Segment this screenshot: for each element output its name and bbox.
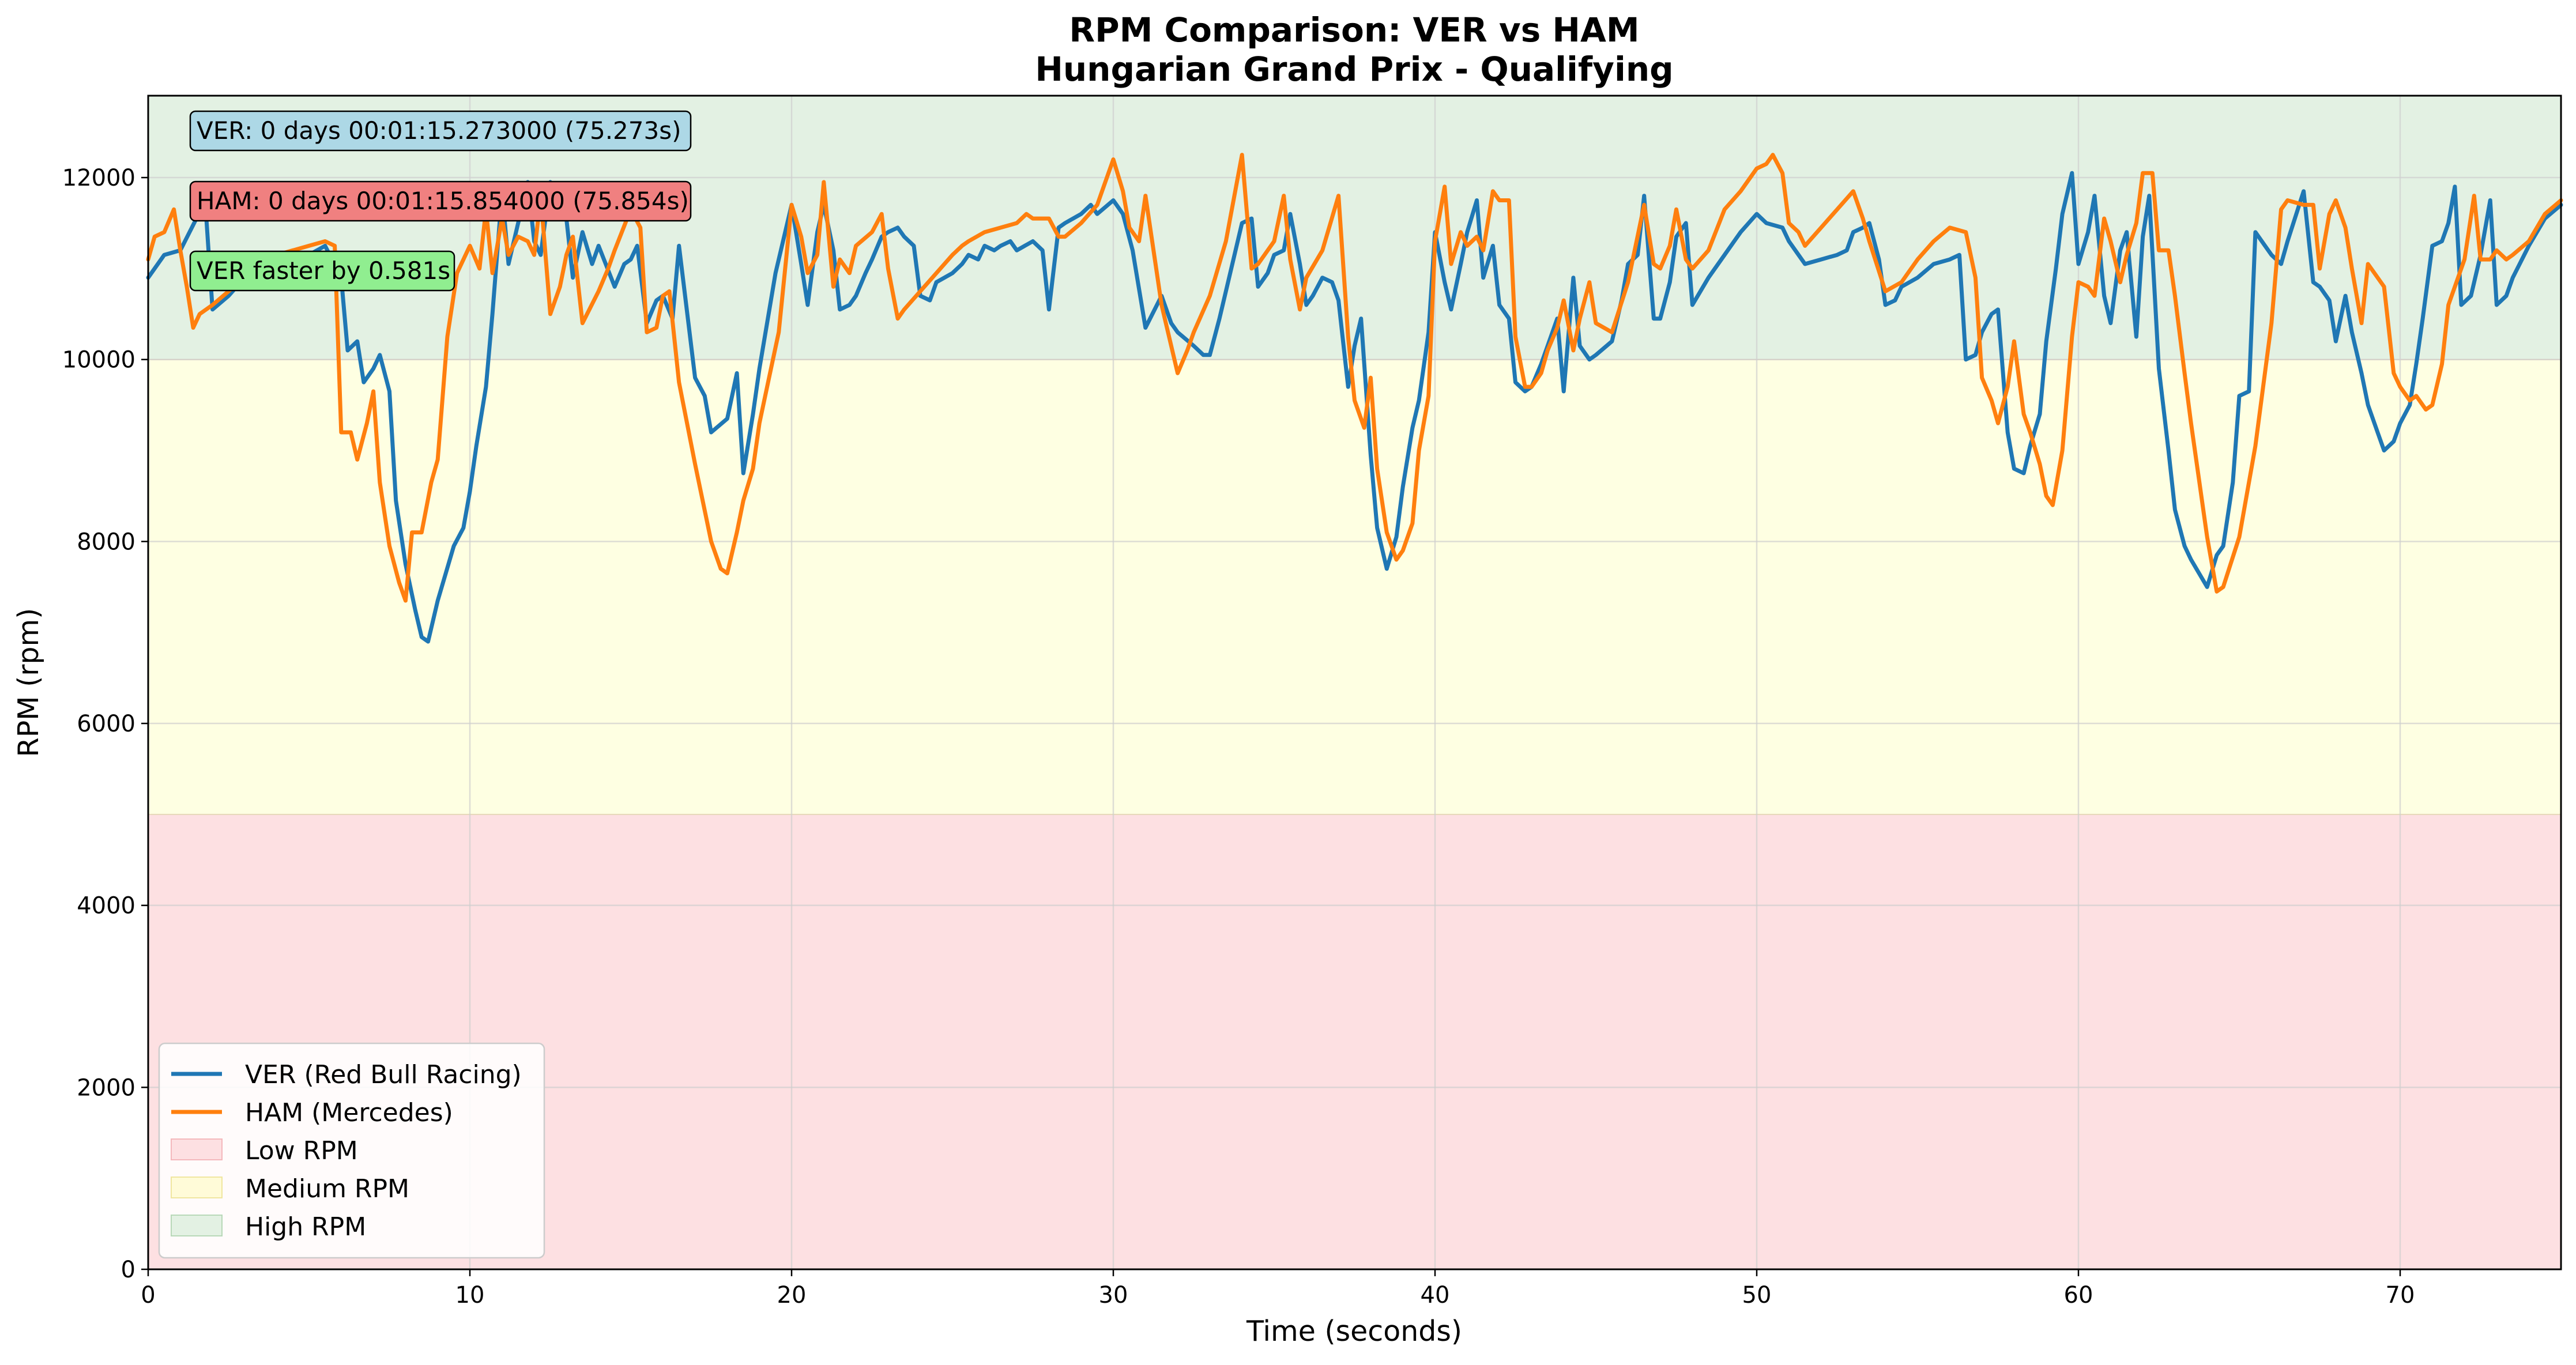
legend-swatch-low-rpm <box>171 1138 223 1160</box>
y-tick-label: 0 <box>121 1257 135 1283</box>
x-axis-label: Time (seconds) <box>1246 1315 1462 1348</box>
legend-swatch-medium-rpm <box>171 1177 223 1198</box>
y-axis-ticks: 0 2000 4000 6000 8000 10000 12000 <box>62 165 148 1283</box>
legend-swatch-high-rpm <box>171 1215 223 1236</box>
ver-rpm-line <box>146 171 2563 644</box>
legend-label-high-rpm: High RPM <box>245 1212 366 1242</box>
y-tick-label: 12000 <box>62 165 135 191</box>
delta-text: VER faster by 0.581s <box>197 257 450 285</box>
x-tick-label: 0 <box>141 1282 155 1309</box>
x-tick-label: 10 <box>455 1282 485 1309</box>
ham-lap-time-box <box>189 180 692 222</box>
band-low-rpm <box>148 814 2561 1269</box>
annotations: VER: 0 days 00:01:15.273000 (75.273s) HA… <box>189 110 692 292</box>
ham-lap-time-text: HAM: 0 days 00:01:15.854000 (75.854s) <box>197 187 689 215</box>
plot-frame <box>147 95 2562 1270</box>
y-tick-label: 6000 <box>77 711 135 737</box>
x-tick-label: 40 <box>1421 1282 1450 1309</box>
y-tick-label: 2000 <box>77 1074 135 1101</box>
ham-rpm-line <box>146 153 2563 603</box>
legend: VER (Red Bull Racing) HAM (Mercedes) Low… <box>158 1042 545 1259</box>
delta-box <box>189 250 455 292</box>
ver-lap-time-text: VER: 0 days 00:01:15.273000 (75.273s) <box>197 116 681 145</box>
legend-label-low-rpm: Low RPM <box>245 1136 358 1166</box>
y-tick-label: 8000 <box>77 529 135 555</box>
chart-title: RPM Comparison: VER vs HAM <box>1069 10 1639 50</box>
legend-label-medium-rpm: Medium RPM <box>245 1174 409 1204</box>
x-tick-label: 70 <box>2386 1282 2415 1309</box>
x-tick-label: 50 <box>1742 1282 1772 1309</box>
chart-subtitle: Hungarian Grand Prix - Qualifying <box>1035 50 1673 89</box>
x-tick-label: 20 <box>777 1282 807 1309</box>
y-axis-label: RPM (rpm) <box>12 608 45 757</box>
y-tick-label: 10000 <box>62 347 135 374</box>
series-lines <box>146 153 2563 644</box>
legend-label-ver: VER (Red Bull Racing) <box>245 1060 522 1089</box>
ver-lap-time-box <box>189 110 692 152</box>
y-tick-label: 4000 <box>77 893 135 919</box>
legend-label-ham: HAM (Mercedes) <box>245 1098 453 1128</box>
x-tick-label: 30 <box>1099 1282 1128 1309</box>
band-medium-rpm <box>148 359 2561 815</box>
legend-frame <box>158 1042 545 1259</box>
x-axis-ticks: 0 10 20 30 40 50 60 70 <box>141 1269 2415 1309</box>
x-tick-label: 60 <box>2064 1282 2093 1309</box>
